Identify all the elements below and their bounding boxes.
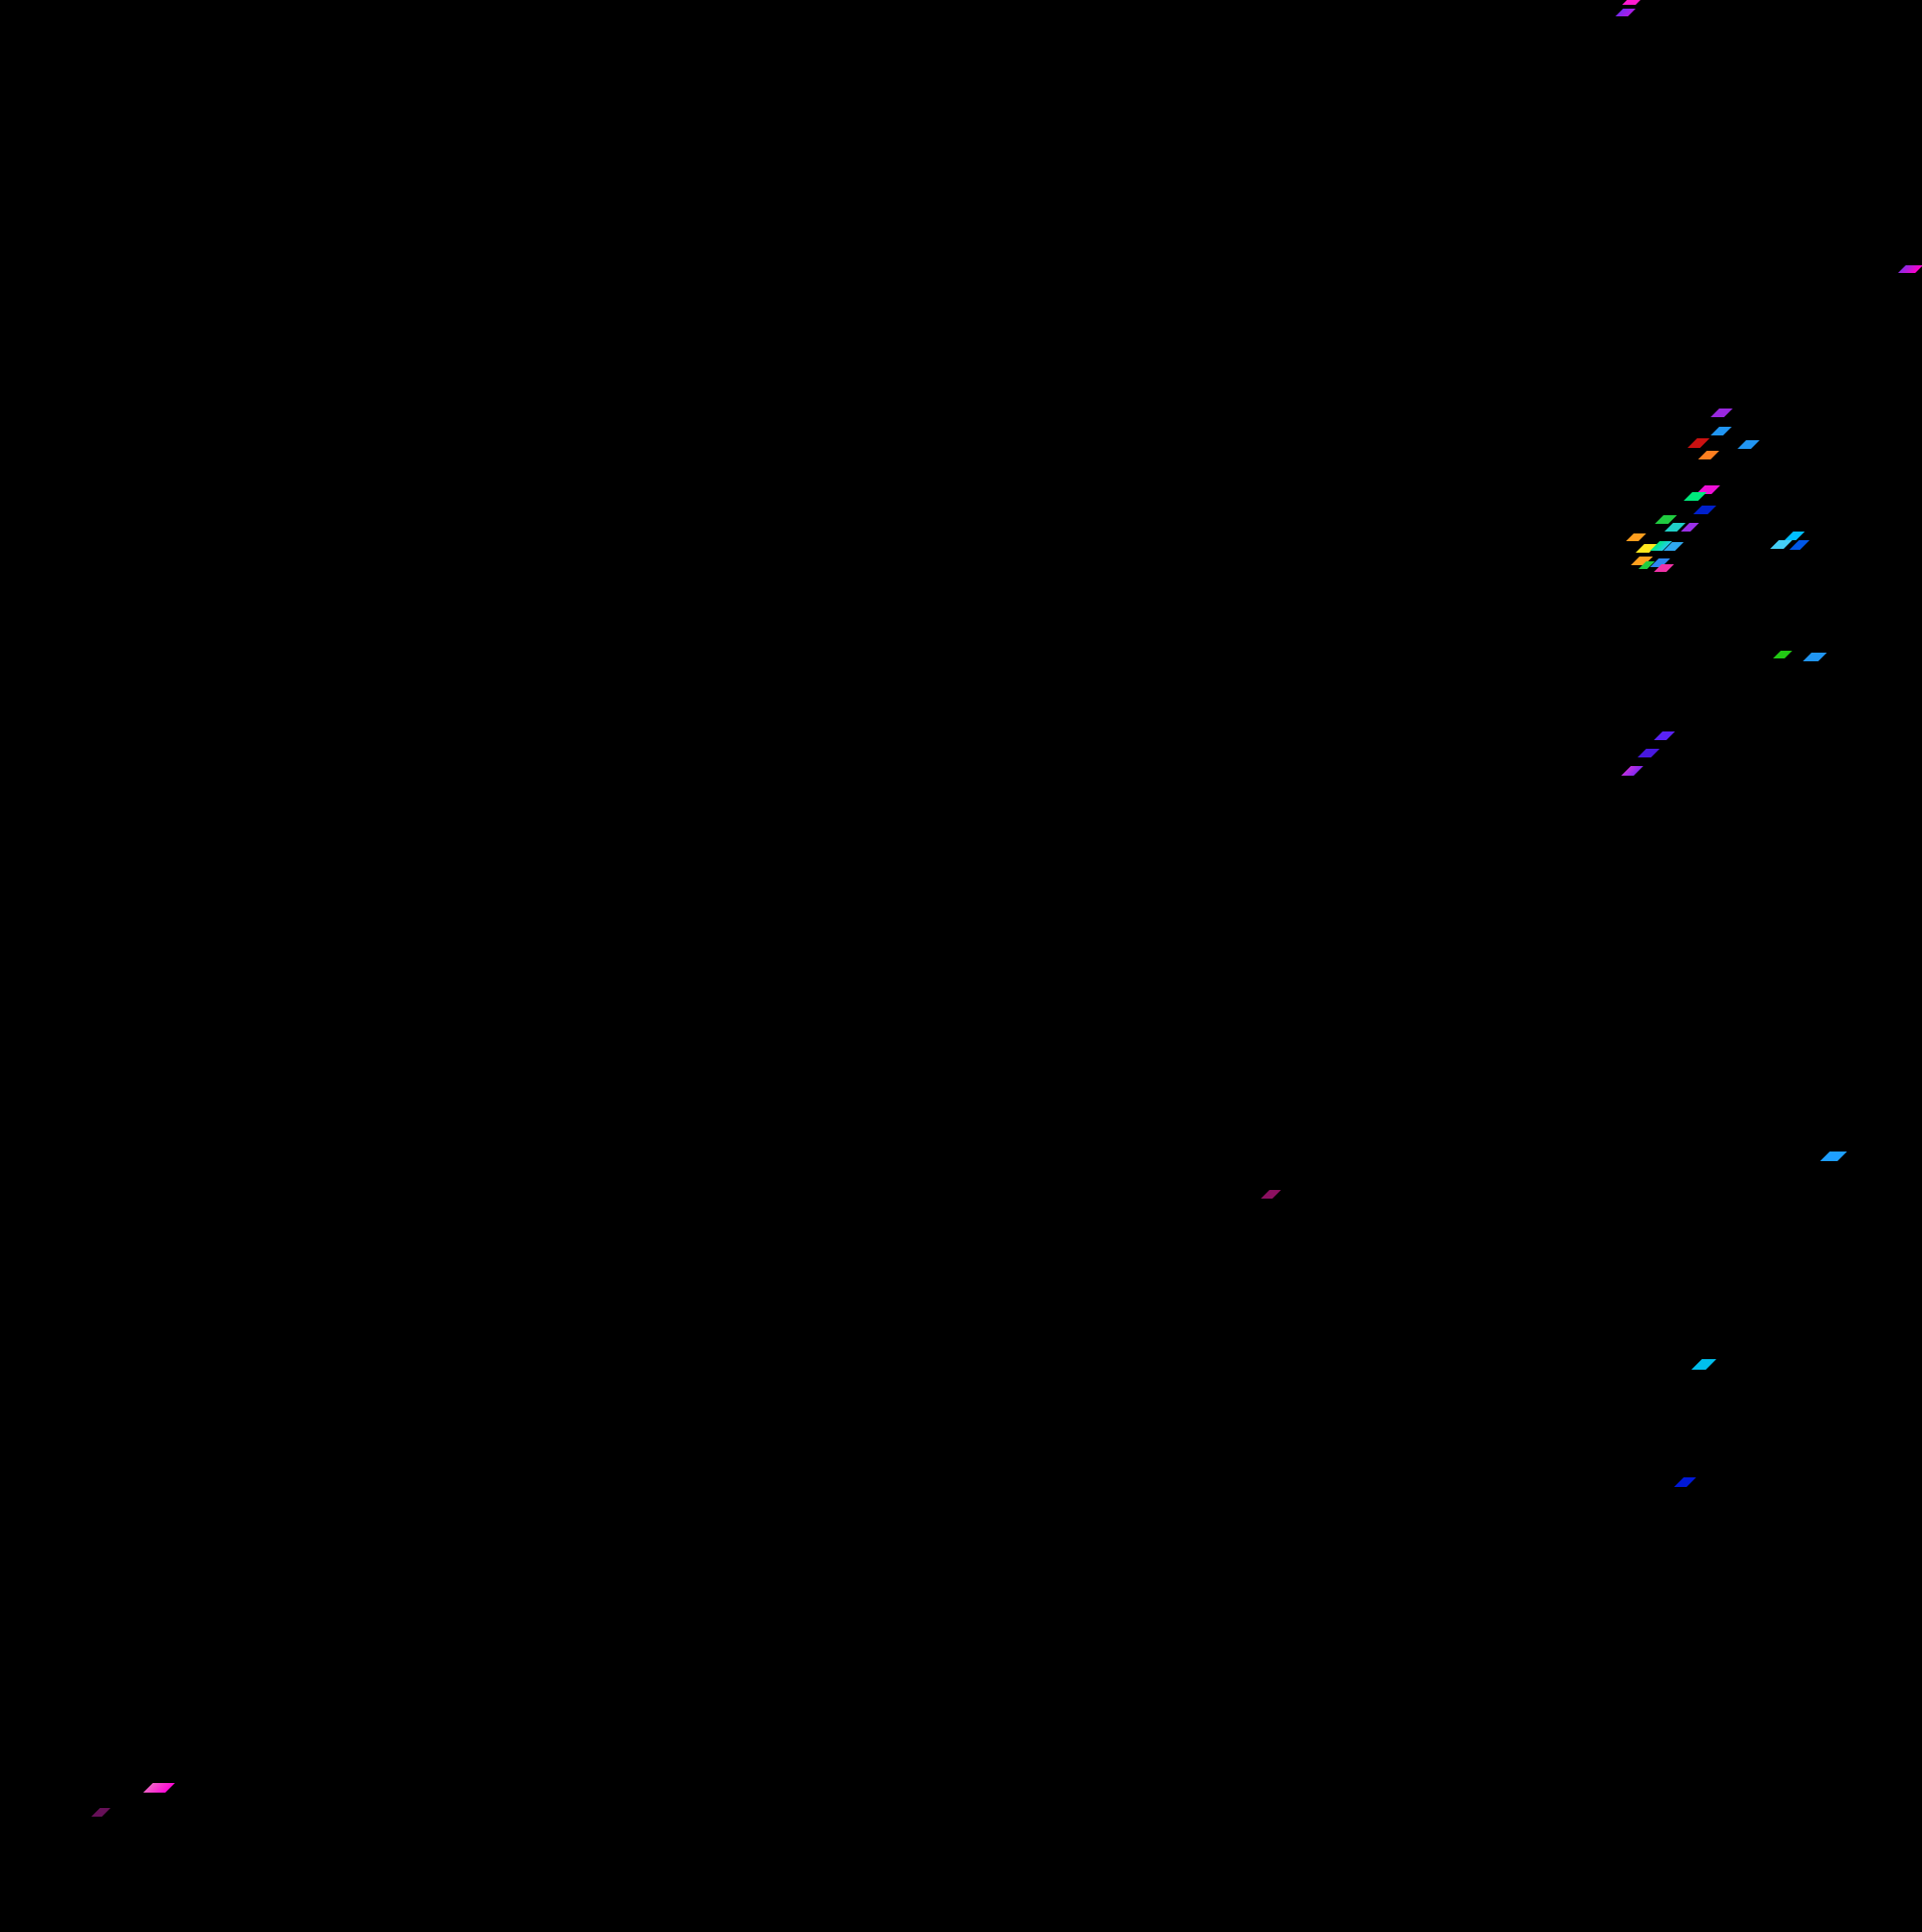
particle-shape	[1820, 1152, 1847, 1161]
particle-shape	[1654, 731, 1675, 740]
particle-shape	[91, 1808, 111, 1817]
particle-shape	[1785, 532, 1805, 540]
particle-shape	[1803, 653, 1827, 661]
particle-shape	[143, 1783, 175, 1793]
particle-shape	[1691, 1359, 1716, 1370]
particle-shape	[1898, 265, 1922, 273]
particle-shape	[1684, 492, 1707, 501]
particle-shape	[1622, 0, 1643, 5]
particle-shape	[1626, 533, 1646, 541]
particle-shape	[1789, 540, 1810, 550]
particle-shape	[1711, 427, 1732, 435]
particle-shape	[1615, 9, 1636, 16]
particle-shape	[1693, 506, 1716, 514]
particle-shape	[1773, 651, 1792, 658]
particle-shape	[1698, 451, 1719, 459]
particle-shape	[1621, 766, 1643, 776]
particle-shape	[1674, 1477, 1696, 1487]
particle-shape	[1770, 540, 1792, 549]
particle-shape	[1711, 409, 1733, 417]
particle-shape	[1638, 749, 1660, 757]
particle-shape	[1688, 438, 1710, 448]
particle-shape	[1261, 1190, 1281, 1199]
particle-shape	[1737, 440, 1760, 449]
